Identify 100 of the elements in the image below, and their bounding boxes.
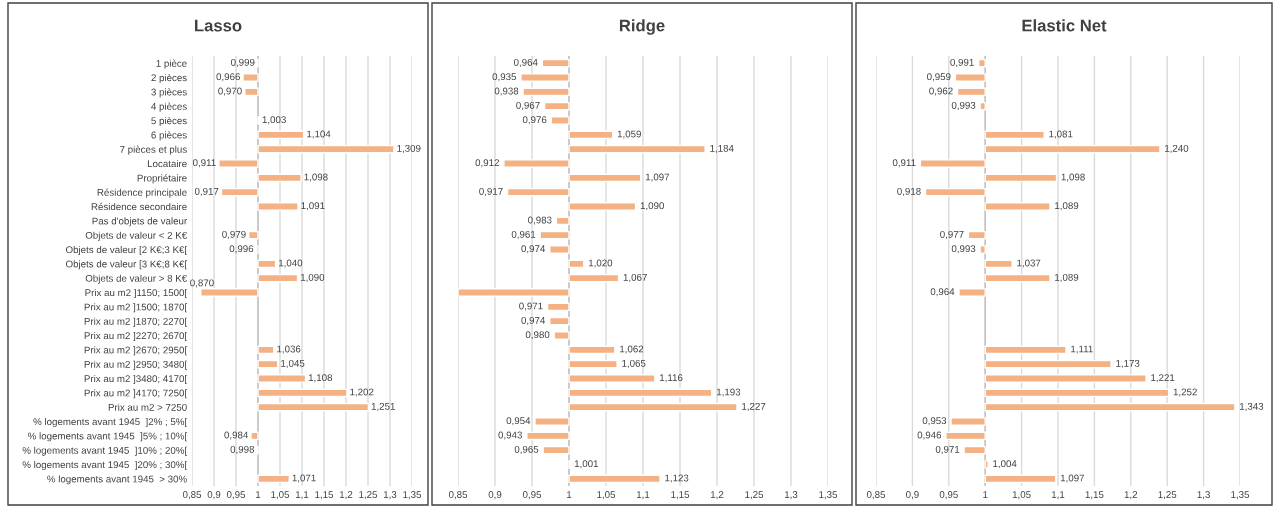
x-tick-label: 0,95: [939, 491, 958, 500]
x-tick-label: 1,2: [1124, 491, 1138, 500]
bar: [919, 159, 986, 168]
data-label: 1,343: [1240, 402, 1264, 411]
data-label: 1,221: [1151, 374, 1175, 383]
data-label: 0,911: [192, 159, 216, 168]
bar: [250, 431, 259, 441]
data-label: 0,999: [230, 58, 255, 67]
x-tick-label: 0,85: [182, 491, 202, 500]
bar: [520, 73, 570, 82]
y-tick-label: Prix au m2 ]1870; 2270[: [84, 317, 188, 327]
bar: [568, 474, 661, 484]
data-label: 0,954: [506, 417, 531, 426]
bar: [539, 230, 570, 240]
data-label: 1,089: [1055, 273, 1079, 282]
bar: [244, 87, 259, 97]
x-tick-label: 1,25: [359, 491, 378, 500]
bar: [568, 144, 706, 154]
bar: [458, 288, 570, 297]
bar: [568, 359, 618, 369]
bar: [550, 116, 570, 125]
y-tick-label: 3 pièces: [151, 88, 187, 98]
y-tick-label: % logements avant 1945 > 30%: [47, 475, 187, 485]
data-label: 1,252: [1173, 388, 1197, 397]
data-label: 0,959: [927, 73, 951, 82]
x-tick-label: 1,05: [271, 491, 290, 500]
bar: [546, 302, 570, 312]
bar: [979, 101, 986, 111]
data-label: 1,036: [277, 345, 301, 354]
bar: [568, 273, 620, 283]
bar: [257, 359, 279, 369]
y-tick-label: Prix au m2 ]2670; 2950[: [84, 346, 188, 356]
x-tick-label: 1,1: [636, 491, 650, 500]
bar: [541, 58, 570, 68]
bar: [984, 202, 1051, 211]
bar: [568, 173, 642, 183]
bar: [924, 187, 986, 197]
x-tick-label: 1,2: [339, 491, 353, 500]
data-label: 0,971: [935, 445, 960, 454]
y-tick-label: Prix au m2 > 7250: [108, 403, 187, 411]
x-tick-label: 1,25: [1158, 491, 1177, 500]
bar: [979, 245, 986, 254]
data-label: 1,001: [574, 460, 599, 469]
bar: [984, 259, 1013, 269]
bar: [568, 374, 656, 383]
data-label: 1,091: [301, 202, 325, 211]
y-tick-label: Locataire: [147, 159, 187, 168]
data-label: 0,971: [519, 302, 543, 311]
y-tick-label: Objets de valeur > 8 K€: [85, 274, 188, 284]
data-label: 1,067: [623, 273, 647, 282]
bar: [984, 144, 1161, 154]
x-tick-label: 1,3: [784, 491, 798, 500]
data-label: 1,045: [281, 359, 305, 368]
data-label: 1,104: [307, 130, 331, 139]
data-label: 0,935: [492, 73, 517, 82]
bar: [257, 374, 307, 383]
bar: [549, 245, 570, 254]
x-tick-label: 1: [983, 491, 988, 498]
data-label: 0,961: [511, 230, 536, 239]
bar: [956, 87, 986, 97]
data-label: 0,911: [892, 159, 916, 168]
bar: [542, 445, 570, 455]
bar: [950, 417, 986, 426]
data-label: 0,943: [498, 431, 522, 440]
x-tick-label: 1,3: [1197, 491, 1210, 500]
x-tick-label: 1,3: [383, 491, 397, 500]
data-label: 0,977: [940, 230, 964, 239]
data-label: 1,037: [1017, 259, 1041, 268]
data-label: 1,040: [278, 259, 303, 268]
bar: [257, 474, 290, 484]
data-label: 1,184: [710, 144, 734, 153]
data-label: 1,251: [371, 402, 395, 411]
x-tick-label: 1,1: [295, 491, 309, 500]
bar: [984, 345, 1067, 355]
y-tick-label: Prix au m2 ]2950; 3480[: [84, 360, 188, 370]
bar: [954, 73, 986, 82]
data-label: 1,089: [1055, 202, 1079, 211]
data-label: 1,065: [622, 359, 646, 368]
bar: [984, 402, 1236, 412]
x-tick-label: 1,2: [710, 491, 724, 500]
bar: [568, 345, 616, 355]
x-tick-label: 0,9: [207, 491, 221, 500]
y-tick-label: 4 pièces: [151, 102, 187, 112]
x-tick-label: 1,05: [1012, 491, 1031, 500]
data-label: 1,240: [1165, 144, 1189, 153]
data-label: 1,090: [300, 273, 325, 282]
bar: [553, 331, 570, 340]
data-label: 0,976: [522, 116, 547, 125]
bar: [977, 58, 986, 68]
data-label: 0,974: [521, 245, 546, 254]
y-tick-label: % logements avant 1945 ]2% ; 5%[: [33, 417, 188, 428]
x-tick-label: 1,15: [1085, 491, 1104, 500]
data-label: 1,071: [292, 474, 316, 483]
bar: [220, 187, 259, 197]
bar: [958, 288, 986, 297]
data-label: 1,097: [1060, 474, 1085, 483]
y-tick-label: % logements avant 1945 ]5% ; 10%[: [28, 432, 188, 442]
bar: [526, 431, 570, 441]
data-label: 0,991: [950, 58, 974, 67]
y-tick-label: Résidence secondaire: [91, 202, 187, 211]
